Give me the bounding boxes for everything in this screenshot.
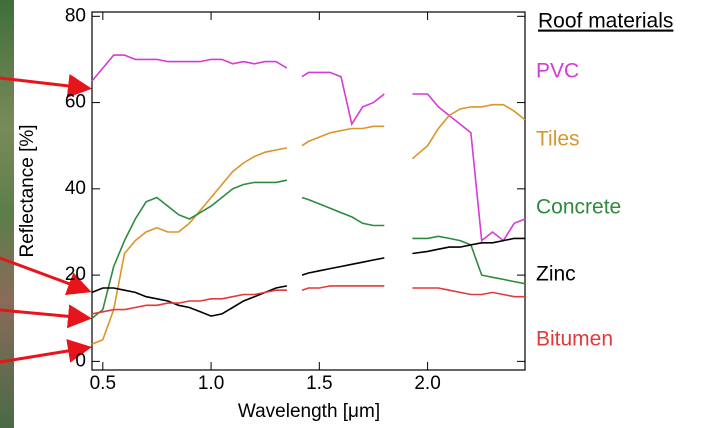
y-tick-label: 40: [65, 178, 86, 199]
y-axis-label: Reflectance [%]: [17, 124, 38, 257]
series-line: [91, 285, 525, 315]
legend-title: Roof materials: [538, 10, 673, 33]
x-tick-label: 1.0: [198, 373, 224, 394]
legend-entry: Tiles: [536, 128, 580, 151]
x-tick-label: 0.5: [90, 373, 116, 394]
y-tick-label: 80: [65, 5, 86, 26]
series-line: [91, 237, 525, 317]
legend: Roof materials PVC Tiles Concrete Zinc Bitum…: [536, 10, 673, 351]
plot-frame: [91, 11, 526, 371]
legend-entry: PVC: [536, 60, 579, 83]
x-axis-label: Wavelength [μm]: [238, 401, 380, 422]
series-line: [91, 179, 526, 319]
arrows: [0, 74, 92, 364]
legend-entry: Concrete: [536, 196, 621, 219]
photo-strip: [0, 0, 14, 428]
legend-entry: Zinc: [536, 263, 576, 286]
x-tick-label: 2.0: [414, 373, 440, 394]
series-line: [91, 54, 526, 243]
x-tick-label: 1.5: [306, 373, 332, 394]
y-tick-label: 20: [65, 264, 86, 285]
y-tick-label: 60: [65, 92, 86, 113]
series-line: [91, 103, 526, 345]
legend-entry: Bitumen: [536, 328, 613, 351]
y-tick-label: 0: [75, 350, 86, 371]
